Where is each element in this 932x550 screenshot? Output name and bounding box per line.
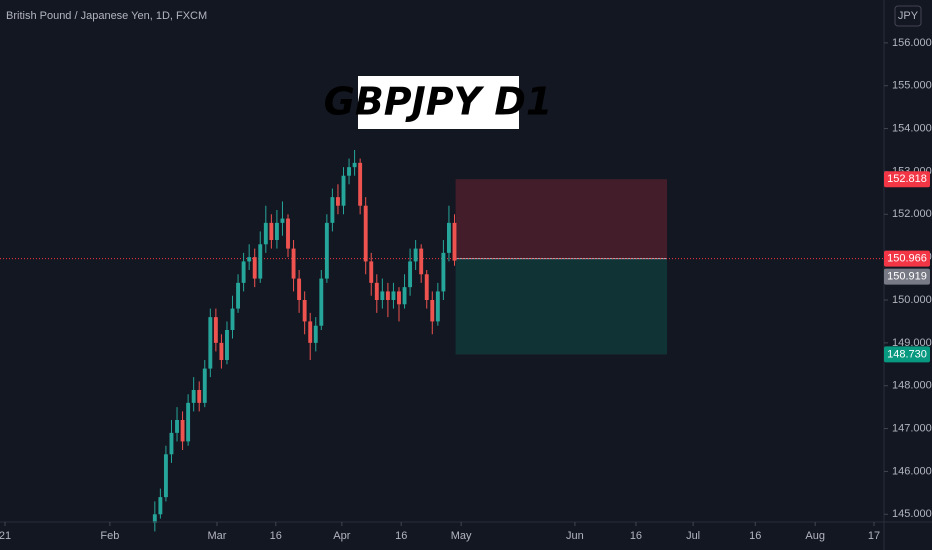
- stop-zone: [455, 179, 668, 259]
- y-tick-label: 146.000: [892, 465, 932, 477]
- price-label: 150.966: [887, 253, 927, 265]
- candle-body: [191, 390, 196, 403]
- y-tick-label: 155.000: [892, 80, 932, 92]
- y-tick-label: 154.000: [892, 122, 932, 134]
- chart-title: GBPJPY D1: [324, 80, 553, 124]
- target-zone: [455, 258, 668, 355]
- candle-body: [208, 317, 213, 369]
- candle-body: [374, 282, 379, 300]
- x-tick-label: Mar: [208, 530, 227, 542]
- candle-body: [291, 248, 296, 279]
- candle-body: [336, 197, 340, 206]
- y-tick-label: 152.000: [892, 208, 932, 220]
- candle-body: [175, 420, 179, 433]
- candle-body: [408, 261, 413, 288]
- candle-body: [391, 291, 396, 300]
- candle-body: [230, 308, 235, 330]
- candle-body: [225, 330, 229, 360]
- candle-body: [352, 162, 357, 168]
- currency-box: [894, 5, 922, 27]
- candle-body: [197, 390, 202, 403]
- candle-body: [347, 167, 351, 176]
- candle-body: [446, 222, 451, 253]
- candle-body: [297, 278, 302, 300]
- currency: JPY: [898, 10, 919, 22]
- y-tick-label: 147.000: [892, 422, 932, 434]
- candle-body: [263, 222, 268, 245]
- candle-body: [419, 248, 424, 275]
- candle-body: [169, 432, 174, 455]
- candle-body: [435, 291, 440, 322]
- y-tick-label: 149.000: [892, 337, 932, 349]
- candle-body: [319, 278, 324, 326]
- price-label-box: [884, 268, 930, 285]
- candle-body: [385, 291, 390, 300]
- y-tick-label: 145.000: [892, 508, 932, 520]
- candle-body: [441, 252, 446, 292]
- candle-body: [280, 218, 285, 223]
- candle-body: [252, 257, 257, 279]
- y-tick-label: 156.000: [892, 37, 932, 49]
- candle-body: [219, 342, 224, 360]
- x-tick-label: Feb: [100, 530, 119, 542]
- symbol-header: British Pound / Japanese Yen, 1D, FXCM: [6, 10, 207, 22]
- x-tick-label: 16: [270, 530, 282, 542]
- candle-body: [452, 222, 457, 261]
- x-tick-label: Aug: [805, 530, 825, 542]
- candle-body: [241, 261, 246, 283]
- price-label: 150.919: [887, 271, 927, 283]
- candle-body: [397, 291, 401, 305]
- candle-body: [430, 300, 435, 322]
- price-label: 148.730: [887, 348, 927, 360]
- y-tick-label: 148.000: [892, 380, 932, 392]
- candle-body: [341, 175, 346, 206]
- candle-body: [202, 368, 207, 403]
- price-label-box: [884, 346, 930, 363]
- candle-body: [186, 402, 191, 442]
- x-tick-label: 21: [0, 530, 11, 542]
- candle-body: [152, 514, 157, 523]
- candle-body: [369, 261, 374, 283]
- x-tick-label: 16: [749, 530, 761, 542]
- candle-body: [308, 321, 313, 343]
- x-tick-label: Jun: [566, 530, 584, 542]
- candle-body: [258, 244, 263, 279]
- candle-body: [313, 325, 318, 343]
- price-label: 152.818: [887, 173, 927, 185]
- price-label-box: [884, 171, 930, 188]
- candle-body: [358, 162, 363, 206]
- x-tick-label: 16: [395, 530, 407, 542]
- candle-body: [213, 317, 218, 343]
- candle-body: [380, 291, 385, 300]
- candle-body: [363, 205, 368, 262]
- x-tick-label: Apr: [333, 530, 350, 542]
- x-tick-label: May: [451, 530, 472, 542]
- price-label-box: [884, 250, 930, 267]
- x-tick-label: 16: [630, 530, 642, 542]
- plot-area: [0, 150, 884, 532]
- candle-body: [413, 248, 418, 262]
- candle-body: [163, 454, 168, 498]
- candle-body: [274, 222, 279, 240]
- candle-body: [402, 287, 407, 305]
- candle-body: [236, 282, 241, 309]
- candle-body: [269, 222, 274, 240]
- candle-body: [158, 497, 163, 515]
- title-box: [358, 76, 519, 129]
- candle-body: [180, 420, 185, 442]
- candle-body: [330, 197, 335, 223]
- candle-body: [302, 300, 307, 322]
- x-tick-label: Jul: [686, 530, 700, 542]
- candle-body: [324, 222, 329, 279]
- candle-body: [247, 257, 252, 262]
- y-tick-label: 150.000: [892, 294, 932, 306]
- candle-body: [286, 218, 290, 249]
- candle-body: [424, 274, 429, 300]
- x-tick-label: 17: [868, 530, 880, 542]
